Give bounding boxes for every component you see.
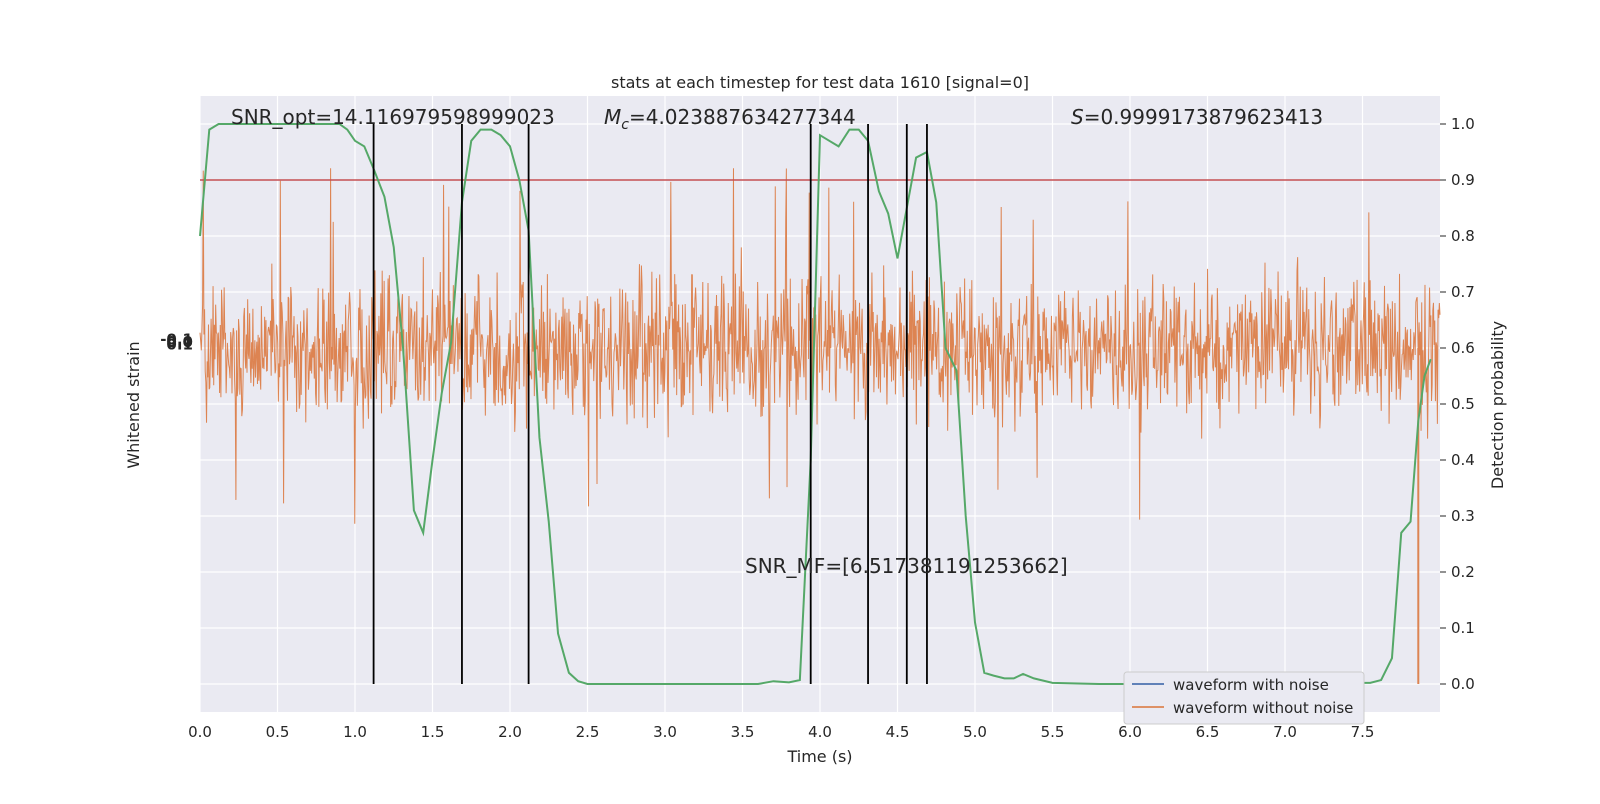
y-right-tick-0.3: 0.3 bbox=[1451, 507, 1475, 525]
y-right-tick-0.8: 0.8 bbox=[1451, 227, 1475, 245]
x-tick-5.0: 5.0 bbox=[963, 723, 987, 741]
x-tick-6.0: 6.0 bbox=[1118, 723, 1142, 741]
s-label: S=0.9999173879623413 bbox=[1071, 105, 1323, 129]
y-right-axis-label: Detection probability bbox=[1488, 321, 1507, 489]
chirp-mass-label: Mc=4.023887634277344 bbox=[604, 105, 856, 133]
x-tick-2.0: 2.0 bbox=[498, 723, 522, 741]
series-without-noise-line bbox=[199, 168, 1441, 524]
x-tick-4.5: 4.5 bbox=[886, 723, 910, 741]
y-right-tick-0.7: 0.7 bbox=[1451, 283, 1475, 301]
s-value: =0.9999173879623413 bbox=[1084, 105, 1323, 129]
y-left-tick-labels: -0.10.00.1 bbox=[160, 331, 193, 354]
x-tick-1.5: 1.5 bbox=[421, 723, 445, 741]
y-right-tick-0.9: 0.9 bbox=[1451, 171, 1475, 189]
x-tick-6.5: 6.5 bbox=[1196, 723, 1220, 741]
y-left-tick-2: 0.1 bbox=[166, 336, 193, 354]
x-tick-3.0: 3.0 bbox=[653, 723, 677, 741]
vertical-markers bbox=[372, 124, 928, 684]
legend: waveform with noise waveform without noi… bbox=[1123, 671, 1365, 725]
x-tick-0.0: 0.0 bbox=[188, 723, 212, 741]
snr-opt-label: SNR_opt=14.116979598999023 bbox=[231, 105, 555, 129]
legend-label-with-noise: waveform with noise bbox=[1173, 676, 1329, 694]
x-tick-7.0: 7.0 bbox=[1273, 723, 1297, 741]
legend-box bbox=[1123, 671, 1365, 725]
y-right-tick-1.0: 1.0 bbox=[1451, 115, 1475, 133]
x-tick-3.5: 3.5 bbox=[731, 723, 755, 741]
x-tick-4.0: 4.0 bbox=[808, 723, 832, 741]
y-left-axis-label: Whitened strain bbox=[124, 341, 143, 468]
y-right-tick-0.4: 0.4 bbox=[1451, 451, 1475, 469]
y-left-tick-1: 0.0 bbox=[166, 333, 193, 351]
legend-label-without-noise: waveform without noise bbox=[1173, 699, 1353, 717]
chirp-mass-symbol: M bbox=[604, 105, 621, 129]
chart-title: stats at each timestep for test data 161… bbox=[611, 73, 1029, 92]
snr-mf-label: SNR_MF=[6.517381191253662] bbox=[745, 554, 1068, 578]
y-right-tick-0.1: 0.1 bbox=[1451, 619, 1475, 637]
y-right-tick-0.6: 0.6 bbox=[1451, 339, 1475, 357]
strain-series bbox=[199, 168, 1441, 684]
s-symbol: S bbox=[1071, 105, 1084, 129]
x-tick-0.5: 0.5 bbox=[266, 723, 290, 741]
x-tick-7.5: 7.5 bbox=[1351, 723, 1375, 741]
y-right-tick-0.5: 0.5 bbox=[1451, 395, 1475, 413]
y-right-tick-0.0: 0.0 bbox=[1451, 675, 1475, 693]
chirp-mass-subscript: c bbox=[621, 117, 629, 133]
y-left-tick-0: -0.1 bbox=[160, 331, 193, 349]
x-tick-1.0: 1.0 bbox=[343, 723, 367, 741]
x-tick-labels: 0.0 0.5 1.0 1.5 2.0 2.5 3.0 3.5 4.0 4.5 5.0 5.5 6.0 6… bbox=[188, 723, 1374, 741]
x-tick-5.5: 5.5 bbox=[1041, 723, 1065, 741]
y-right-tick-0.2: 0.2 bbox=[1451, 563, 1475, 581]
chirp-mass-value: =4.023887634277344 bbox=[629, 105, 856, 129]
y-right-tick-labels: 0.0 0.1 0.2 0.3 0.4 0.5 0.6 0.7 0.8 0.9 1.0 bbox=[1440, 115, 1475, 693]
x-tick-2.5: 2.5 bbox=[576, 723, 600, 741]
x-axis-label: Time (s) bbox=[786, 747, 852, 766]
